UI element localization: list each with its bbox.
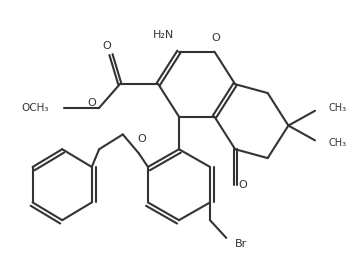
Text: O: O — [87, 98, 96, 108]
Text: OCH₃: OCH₃ — [21, 103, 49, 113]
Text: O: O — [212, 33, 220, 43]
Text: O: O — [238, 180, 247, 190]
Text: CH₃: CH₃ — [328, 103, 346, 113]
Text: O: O — [102, 41, 111, 51]
Text: Br: Br — [235, 239, 247, 249]
Text: O: O — [138, 134, 146, 144]
Text: CH₃: CH₃ — [328, 138, 346, 148]
Text: H₂N: H₂N — [153, 30, 175, 40]
